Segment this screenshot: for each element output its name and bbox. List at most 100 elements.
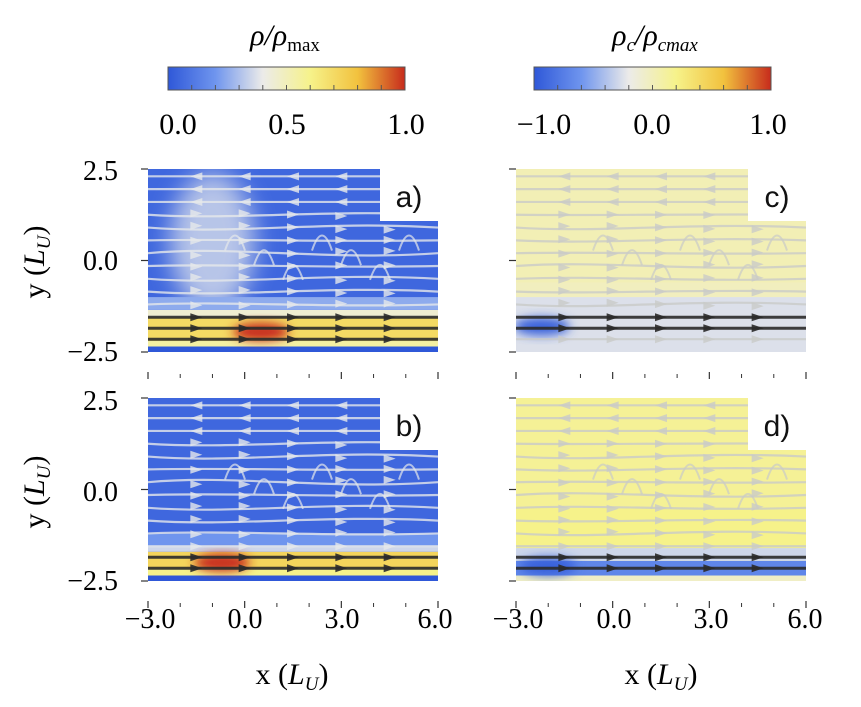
streamline-arrow [335,261,348,270]
streamline-arrow [655,401,667,410]
streamline-arrow [190,262,203,271]
streamline [148,238,438,242]
streamline [148,224,438,231]
density-band [516,575,806,581]
streamline-arrow [287,465,299,474]
streamline-arrow [383,313,396,322]
streamline-arrow [558,324,571,333]
streamline-arrow [335,490,348,499]
streamline-arrow [383,464,396,473]
streamline [369,492,391,510]
streamline-arrow [238,514,251,523]
streamline-arrow [558,504,571,513]
streamline-arrow [606,527,619,536]
streamline-arrow [335,505,348,514]
streamline [148,531,438,536]
streamline-arrow [703,172,716,181]
streamline-arrow [606,275,619,284]
x-axis-label: x (LU) [256,658,329,695]
streamline-arrow [335,517,348,526]
colorbar-rho-c-tick-label: 1.0 [749,108,787,141]
streamline-arrow [703,401,716,410]
streamline-arrow [655,542,667,551]
streamline-arrow [335,564,348,573]
y-tick-label: 2.5 [83,386,118,417]
streamline-arrow [703,477,716,486]
y-tick-label: 0.0 [83,477,118,508]
streamline-arrow [655,274,667,283]
streamline-arrow [558,185,571,194]
streamline [516,480,806,484]
streamline [369,263,391,281]
streamline-arrow [703,224,716,233]
streamline-arrow [558,553,571,562]
streamline-arrow [751,335,764,344]
streamline-arrow [287,529,299,538]
streamline-arrow [190,286,203,295]
streamline-arrow [238,401,251,410]
streamline-arrow [335,247,348,256]
streamline [340,478,362,495]
streamline-arrow [558,527,571,536]
colorbar-rho-c: ρc/ρcmax −1.0 0.0 1.0 [517,19,787,141]
y-tick-label: 0.0 [83,246,118,277]
streamline-arrow [335,440,348,449]
streamline [592,463,614,480]
streamline-arrow [558,464,571,473]
streamline-arrow [703,466,716,475]
streamline-arrow [190,197,203,206]
streamline-arrow [238,272,251,281]
streamline-arrow [383,261,396,270]
streamline-arrow [335,211,348,220]
streamline-arrow [558,313,571,322]
streamline [148,517,438,524]
streamline-arrow [606,478,619,487]
streamline-arrow [238,542,251,551]
streamline-arrow [655,335,667,344]
streamline-arrow [558,275,571,284]
streamline-arrow [606,324,619,333]
streamline-arrow [190,450,203,459]
streamline-arrow [287,542,299,551]
streamline-arrow [190,438,203,447]
streamline-arrow [287,452,299,461]
colorbar-rho-c-title: ρc/ρcmax [611,19,698,56]
streamline-arrow [655,452,667,461]
streamline-arrow [703,301,716,310]
streamline-arrow [238,491,251,500]
streamline-arrow [558,222,571,231]
streamline-arrow [606,249,619,258]
streamline-arrow [606,335,619,344]
density-band [148,568,438,576]
streamline-arrow [287,197,299,206]
panel-label-box [748,398,806,450]
streamline-arrow [606,426,619,435]
streamline [311,463,333,480]
density-band [148,546,438,552]
streamline-arrow [703,248,716,257]
streamline-arrow [558,335,571,344]
streamline [516,301,806,308]
streamline-arrow [335,454,348,463]
streamline-arrow [606,222,619,231]
streamline [621,249,643,266]
streamline-arrow [238,564,251,573]
streamline-arrow [190,185,203,194]
streamline-arrow [238,480,251,489]
streamline [398,234,420,251]
streamline [148,478,438,486]
colorbar-rho-c-tick-label: 0.0 [633,108,671,141]
streamline-arrow [287,491,299,500]
panel-c: c) [509,168,807,379]
streamline-arrow [238,301,251,310]
streamline-arrow [238,172,251,181]
streamline-arrow [606,515,619,524]
streamline-arrow [335,335,348,344]
streamline-arrow [558,542,571,551]
streamline-arrow [703,453,716,462]
streamline-arrow [287,262,299,271]
streamline-arrow [238,426,251,435]
streamline-arrow [190,515,203,524]
streamline-arrow [238,251,251,260]
streamline-arrow [558,414,571,423]
